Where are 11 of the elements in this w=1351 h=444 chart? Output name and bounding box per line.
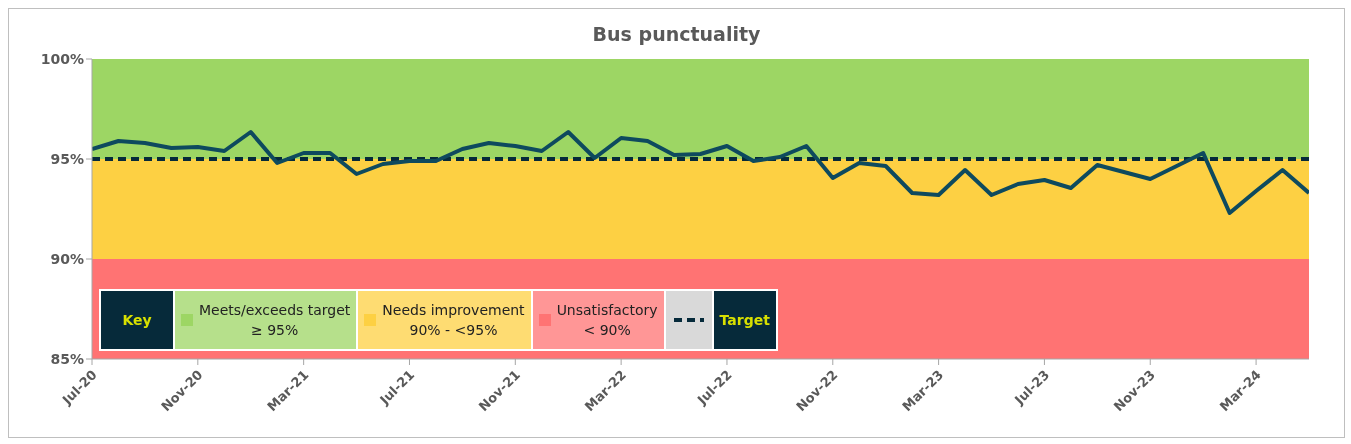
legend-label: Needs improvement 90% - <95% <box>382 301 525 340</box>
chart-title: Bus punctuality <box>591 23 762 45</box>
y-tick-label: 85% <box>50 350 84 367</box>
legend-label: Meets/exceeds target ≥ 95% <box>199 301 351 340</box>
line-series <box>92 130 1309 215</box>
y-tick-label: 95% <box>50 150 84 167</box>
band-label: Unsatisfactory < 90% <box>556 301 658 340</box>
legend-title: Key <box>101 291 173 349</box>
y-tick-label: 90% <box>50 250 84 267</box>
y-tick-label: 100% <box>40 50 84 67</box>
legend-label: Target <box>713 291 776 349</box>
